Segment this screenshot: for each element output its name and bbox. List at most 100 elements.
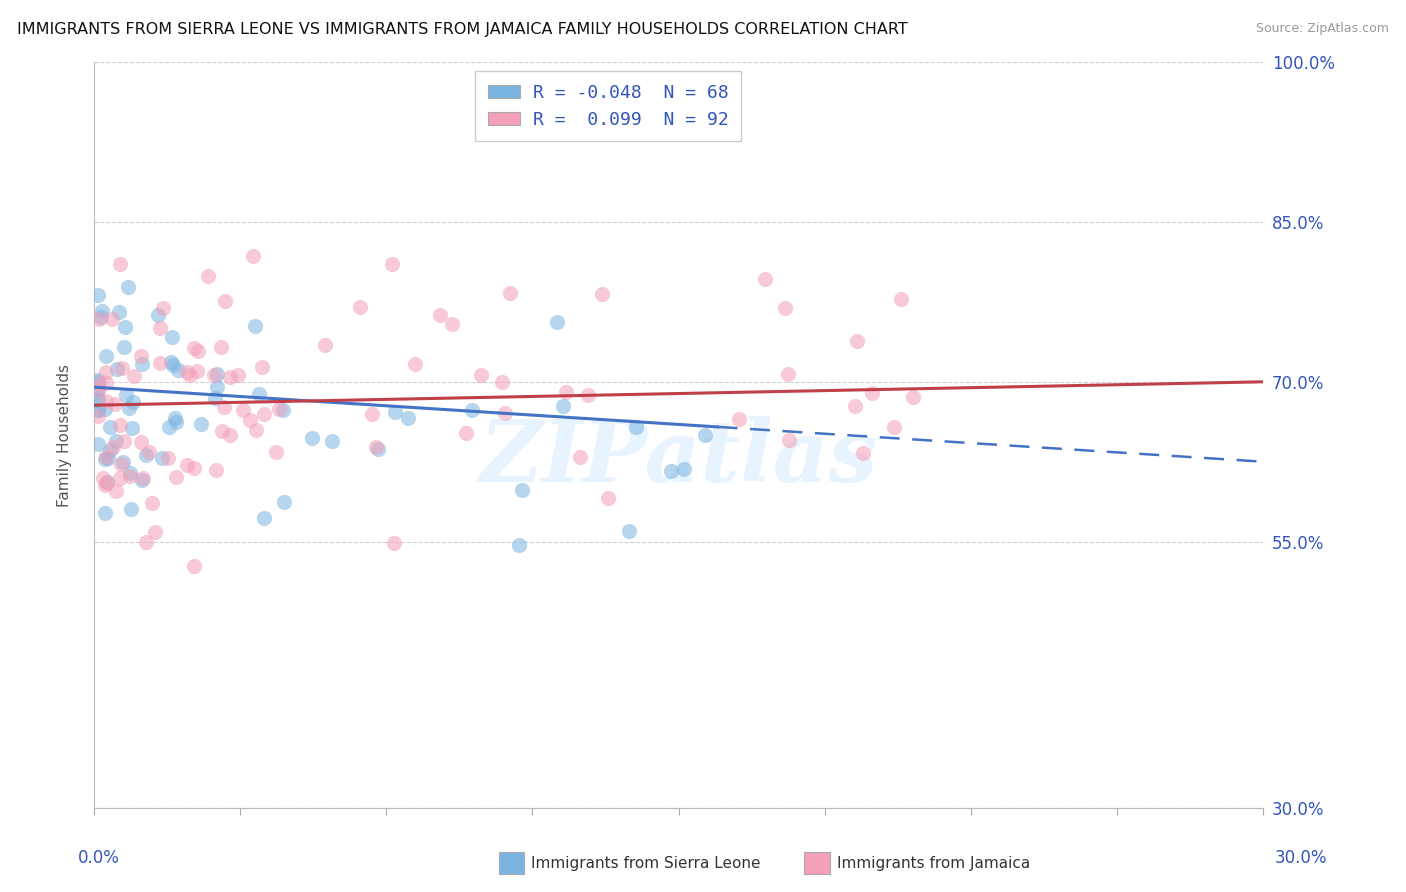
Point <box>252 359 274 374</box>
Point <box>108 471 131 485</box>
Point <box>207 368 229 382</box>
Point <box>86 437 108 451</box>
Point <box>97 450 120 465</box>
Point <box>112 454 135 468</box>
Point <box>890 292 912 306</box>
Point <box>239 413 262 427</box>
Point <box>728 412 751 426</box>
Point <box>592 287 614 301</box>
Point <box>778 434 800 448</box>
Point <box>104 484 127 499</box>
Point <box>129 435 152 450</box>
Point <box>86 409 108 424</box>
Text: IMMIGRANTS FROM SIERRA LEONE VS IMMIGRANTS FROM JAMAICA FAMILY HOUSEHOLDS CORREL: IMMIGRANTS FROM SIERRA LEONE VS IMMIGRAN… <box>17 22 908 37</box>
Point <box>94 506 117 520</box>
Point <box>773 301 796 316</box>
Point <box>160 355 183 369</box>
Point <box>111 360 134 375</box>
Point <box>122 369 145 384</box>
Point <box>551 399 574 413</box>
Point <box>91 471 114 485</box>
Point <box>209 341 232 355</box>
Point <box>508 538 530 552</box>
Point <box>135 534 157 549</box>
Point <box>211 424 233 438</box>
Point <box>381 257 404 271</box>
Point <box>110 458 132 472</box>
Point <box>349 301 371 315</box>
Point <box>626 420 648 434</box>
Point <box>138 444 160 458</box>
Point <box>510 483 533 497</box>
Point <box>98 420 121 434</box>
Point <box>197 268 219 283</box>
Point <box>107 304 129 318</box>
Point <box>429 308 451 322</box>
Point <box>576 388 599 402</box>
Point <box>183 559 205 574</box>
Point <box>176 458 198 473</box>
Point <box>104 434 127 448</box>
Legend: R = -0.048  N = 68, R =  0.099  N = 92: R = -0.048 N = 68, R = 0.099 N = 92 <box>475 71 741 142</box>
Point <box>108 417 131 432</box>
Point <box>901 390 924 404</box>
Point <box>243 319 266 334</box>
Point <box>87 403 110 417</box>
Point <box>157 420 180 434</box>
Point <box>86 375 108 389</box>
Point <box>86 383 108 397</box>
Point <box>440 318 463 332</box>
Point <box>98 442 121 457</box>
Point <box>112 339 135 353</box>
Point <box>94 478 117 492</box>
Point <box>90 310 112 324</box>
Point <box>121 394 143 409</box>
Point <box>146 308 169 322</box>
Point <box>546 315 568 329</box>
Point <box>219 370 242 384</box>
Point <box>202 368 225 382</box>
Point <box>149 321 172 335</box>
Point <box>499 286 522 301</box>
Point <box>693 428 716 442</box>
Point <box>114 388 136 402</box>
Point <box>91 303 114 318</box>
Point <box>860 385 883 400</box>
Point <box>214 400 236 414</box>
Point <box>143 525 166 540</box>
Point <box>120 502 142 516</box>
Point <box>267 402 290 417</box>
Point <box>96 393 118 408</box>
Point <box>214 293 236 308</box>
Point <box>245 423 267 437</box>
Point <box>273 495 295 509</box>
Point <box>219 428 242 442</box>
Point <box>470 368 492 382</box>
Point <box>321 434 343 448</box>
Point <box>845 334 868 349</box>
Point <box>852 446 875 460</box>
Point <box>96 365 118 379</box>
Point <box>776 367 799 381</box>
Point <box>89 377 111 392</box>
Point <box>167 363 190 377</box>
Point <box>86 373 108 387</box>
Point <box>190 417 212 432</box>
Point <box>94 452 117 467</box>
Point <box>183 341 205 355</box>
Point <box>253 407 276 421</box>
Point <box>264 445 287 459</box>
Point <box>101 312 124 326</box>
Point <box>165 470 187 484</box>
Y-axis label: Family Households: Family Households <box>58 364 72 507</box>
Point <box>86 382 108 396</box>
Point <box>596 491 619 506</box>
Point <box>87 392 110 407</box>
Point <box>132 470 155 484</box>
Point <box>104 397 127 411</box>
Point <box>883 420 905 434</box>
Text: 0.0%: 0.0% <box>77 849 120 867</box>
Point <box>242 249 264 263</box>
Point <box>96 376 118 390</box>
Point <box>101 440 124 454</box>
